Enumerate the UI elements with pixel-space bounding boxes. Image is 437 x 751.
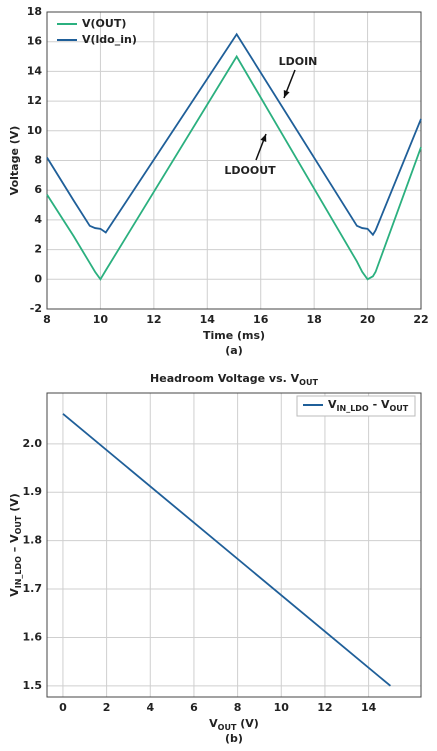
legend-label-part: IN_LDO xyxy=(337,404,369,413)
plot-frame xyxy=(46,392,422,698)
y-tick-label: 1.9 xyxy=(23,485,43,498)
annotation: LDOIN xyxy=(279,55,318,68)
y-axis-label-part: (V) xyxy=(8,493,21,515)
x-tick-label: 8 xyxy=(43,313,51,326)
annotation: LDOOUT xyxy=(224,164,276,177)
y-tick-label: 0 xyxy=(34,272,42,285)
plot-frame xyxy=(46,11,422,310)
y-axis-label-part: OUT xyxy=(14,515,23,534)
x-tick-label: 12 xyxy=(146,313,161,326)
chart-title-part: Headroom Voltage vs. V xyxy=(150,372,300,385)
y-tick-label: 2.0 xyxy=(23,437,43,450)
y-axis-label-part: – V xyxy=(8,534,21,556)
x-tick-label: 20 xyxy=(360,313,376,326)
caption: (a) xyxy=(225,344,242,357)
y-tick-label: 16 xyxy=(27,35,43,48)
y-tick-label: 1.6 xyxy=(23,630,43,643)
legend-label-part: - V xyxy=(369,398,390,411)
x-tick-label: 18 xyxy=(306,313,321,326)
x-tick-label: 2 xyxy=(103,701,111,714)
x-tick-label: 16 xyxy=(253,313,269,326)
chart-title: Headroom Voltage vs. VOUT xyxy=(150,372,318,387)
data-line xyxy=(62,413,392,687)
x-tick-label: 10 xyxy=(274,701,290,714)
x-tick-label: 0 xyxy=(59,701,67,714)
caption: (b) xyxy=(225,732,243,745)
data-line xyxy=(46,54,422,281)
arrow-head xyxy=(283,90,290,98)
y-tick-label: 8 xyxy=(34,154,42,167)
y-axis-label: VIN_LDO – VOUT (V) xyxy=(8,493,23,597)
y-tick-label: 12 xyxy=(27,94,42,107)
legend-label: VIN_LDO - VOUT xyxy=(328,398,409,413)
x-tick-label: 14 xyxy=(200,313,216,326)
y-tick-label: 6 xyxy=(34,183,42,196)
legend-label-part: OUT xyxy=(389,404,408,413)
legend-box xyxy=(296,395,416,417)
arrow-head xyxy=(260,134,267,142)
y-axis-label-part: IN_LDO xyxy=(14,556,23,588)
y-tick-label: 18 xyxy=(27,5,42,18)
y-tick-label: 1.7 xyxy=(23,582,43,595)
data-line xyxy=(46,32,422,237)
x-tick-label: 6 xyxy=(190,701,198,714)
legend-label: V(ldo_in) xyxy=(82,33,137,46)
x-tick-label: 22 xyxy=(413,313,428,326)
x-tick-label: 8 xyxy=(234,701,242,714)
y-tick-label: 2 xyxy=(34,243,42,256)
x-axis-label: Time (ms) xyxy=(203,329,265,342)
y-axis-label: Voltage (V) xyxy=(8,126,21,196)
legend-label-part: V xyxy=(328,398,337,411)
y-tick-label: 1.5 xyxy=(23,679,43,692)
y-tick-label: 14 xyxy=(27,64,43,77)
x-tick-label: 14 xyxy=(361,701,377,714)
x-axis-label: VOUT (V) xyxy=(209,717,259,732)
y-tick-label: 10 xyxy=(27,124,43,137)
x-tick-label: 4 xyxy=(146,701,154,714)
x-tick-label: 10 xyxy=(93,313,109,326)
x-tick-label: 12 xyxy=(317,701,332,714)
legend-label: V(OUT) xyxy=(82,17,126,30)
x-axis-label-part: V xyxy=(209,717,218,730)
y-axis-label-part: V xyxy=(8,588,21,597)
y-tick-label: 4 xyxy=(34,213,42,226)
x-axis-label-part: (V) xyxy=(236,717,258,730)
chart-title-part: OUT xyxy=(299,378,318,387)
x-axis-label-part: OUT xyxy=(218,723,237,732)
y-tick-label: 1.8 xyxy=(23,534,43,547)
y-tick-label: -2 xyxy=(30,302,42,315)
